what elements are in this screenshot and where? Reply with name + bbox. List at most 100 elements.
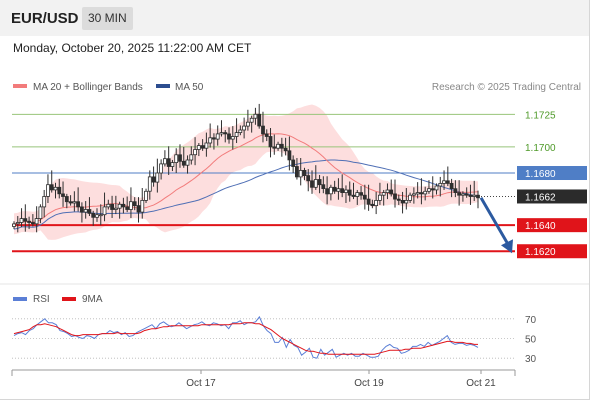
candle-body [23,218,28,222]
candle-body [80,206,84,213]
candle-body [344,189,348,193]
candle-body [128,201,133,210]
candle-body [457,192,462,196]
ma50-legend-label: MA 50 [175,82,204,93]
candle-body [445,180,450,184]
candle-body [268,136,273,148]
ma50-line [13,159,479,230]
candle-body [181,160,186,166]
candle-body [170,162,175,167]
candle-body [317,179,322,186]
candle-body [460,193,465,196]
candle-body [227,133,231,140]
candle-body [178,154,182,162]
candle-body [415,192,420,195]
candle-body [155,172,160,183]
candle-body [132,201,137,206]
level-label-pivot: 1.1680 [525,169,556,180]
candle-body [261,125,265,135]
candle-body [257,113,262,127]
candle-body [204,142,209,149]
candle-body [366,198,371,205]
candle-body [91,212,96,218]
candle-body [340,188,345,193]
candle-body [114,207,118,210]
rsi-ma-legend-label: 9MA [82,294,103,305]
candle-body [245,121,250,127]
level-label-resistance: 1.1725 [525,110,556,121]
projection-arrow-line [479,197,510,245]
ma20-legend-label: MA 20 + Bollinger Bands [33,82,143,93]
level-label-box-last_price [517,189,587,204]
candle-body [230,136,235,140]
candle-body [351,194,356,197]
candle-body [362,194,367,200]
ma20-legend-swatch [13,84,27,88]
candle-body [423,190,428,195]
level-label-support: 1.1620 [525,247,556,258]
ma50-legend-swatch [156,84,170,88]
level-label-last_price: 1.1662 [525,192,556,203]
candle-body [449,182,454,189]
level-label-box-pivot [517,166,587,181]
candle-body [53,186,58,191]
candle-body [411,193,416,196]
candle-body [174,154,179,164]
candle-body [106,203,111,208]
level-label-box-support [517,218,587,233]
candle-body [476,194,480,199]
candle-body [12,223,16,227]
candle-body [136,205,141,213]
candle-body [64,196,69,203]
candle-body [68,201,73,204]
candle-body [468,194,473,197]
candle-body [294,166,299,178]
candle-body [166,158,171,167]
candle-body [98,214,103,217]
candle-body [249,117,254,123]
candle-body [389,189,394,195]
candle-body [374,199,379,206]
candle-body [125,206,130,210]
candle-body [313,179,318,188]
candle-body [38,206,43,219]
candle-body [328,186,333,195]
ma20-line [13,133,479,225]
rsi-tick-label: 70 [525,315,537,326]
candle-body [370,203,375,207]
candle-body [302,169,307,176]
candle-body [325,188,330,195]
candle-body [110,203,114,210]
candle-body [19,218,24,223]
credit-text: Research © 2025 Trading Central [432,82,581,93]
candle-body [298,169,303,178]
candle-body [147,176,152,192]
candle-body [215,133,220,140]
projection-arrowhead [501,239,513,254]
candle-body [83,209,88,213]
candle-body [211,137,216,140]
candle-body [464,193,469,196]
candle-body [87,209,92,214]
candle-body [291,159,296,167]
candle-body [276,143,281,149]
candle-body [396,198,401,201]
candle-body [321,184,326,189]
candle-body [34,218,39,225]
candle-body [283,147,288,152]
timeframe-button[interactable]: 30 MIN [82,7,133,30]
candle-body [30,222,35,225]
candle-body [189,154,194,161]
candle-body [442,180,446,184]
rsi-ma-legend-swatch [62,297,76,301]
candle-body [419,192,424,195]
rsi-ma-line [13,322,478,355]
candle-body [400,199,405,204]
candle-body [72,201,77,204]
candle-body [61,193,65,197]
candle-body [332,186,337,192]
header-bar: EUR/USD 30 MIN [0,0,589,36]
candle-body [200,145,205,149]
candle-body [253,113,258,119]
